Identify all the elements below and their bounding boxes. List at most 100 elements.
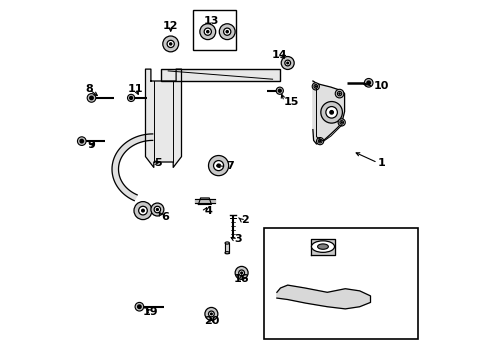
Circle shape xyxy=(200,24,215,40)
Ellipse shape xyxy=(317,244,328,249)
Circle shape xyxy=(137,305,141,309)
Text: 19: 19 xyxy=(143,307,159,318)
Circle shape xyxy=(270,284,290,304)
Circle shape xyxy=(335,89,343,98)
Circle shape xyxy=(213,161,223,171)
Circle shape xyxy=(154,206,160,213)
Circle shape xyxy=(279,293,281,296)
Circle shape xyxy=(321,245,324,248)
Polygon shape xyxy=(208,199,215,203)
Circle shape xyxy=(366,81,370,85)
Ellipse shape xyxy=(224,242,229,244)
Circle shape xyxy=(206,31,208,33)
Circle shape xyxy=(169,43,171,45)
Text: 4: 4 xyxy=(204,206,212,216)
Text: 12: 12 xyxy=(163,21,178,31)
Circle shape xyxy=(315,86,316,87)
Bar xyxy=(161,69,279,81)
Circle shape xyxy=(87,94,96,102)
Circle shape xyxy=(311,235,334,258)
Bar xyxy=(264,228,418,339)
Circle shape xyxy=(80,139,83,143)
Circle shape xyxy=(235,266,247,279)
Circle shape xyxy=(208,156,228,176)
Polygon shape xyxy=(312,81,344,144)
Ellipse shape xyxy=(311,241,334,252)
Circle shape xyxy=(337,91,341,96)
Circle shape xyxy=(278,89,281,92)
Circle shape xyxy=(139,206,147,215)
Circle shape xyxy=(319,140,320,141)
Text: 8: 8 xyxy=(85,84,93,94)
Polygon shape xyxy=(194,199,201,203)
Circle shape xyxy=(281,57,294,69)
Text: 18: 18 xyxy=(305,240,320,251)
Circle shape xyxy=(325,107,337,118)
Text: 16: 16 xyxy=(233,274,249,284)
Circle shape xyxy=(208,311,214,317)
Polygon shape xyxy=(198,198,211,204)
Circle shape xyxy=(276,87,283,94)
Text: 3: 3 xyxy=(234,234,242,244)
Circle shape xyxy=(320,102,342,123)
Circle shape xyxy=(284,60,290,66)
Polygon shape xyxy=(145,69,181,167)
Circle shape xyxy=(318,139,321,143)
Circle shape xyxy=(311,83,319,90)
Circle shape xyxy=(167,40,174,48)
Bar xyxy=(193,10,235,50)
Text: 15: 15 xyxy=(284,96,299,107)
Circle shape xyxy=(286,62,288,64)
Text: 5: 5 xyxy=(153,158,161,168)
Circle shape xyxy=(135,302,143,311)
Circle shape xyxy=(217,164,220,167)
Circle shape xyxy=(223,28,230,35)
Text: 2: 2 xyxy=(241,215,248,225)
Polygon shape xyxy=(276,285,370,309)
Circle shape xyxy=(339,121,343,124)
Circle shape xyxy=(329,111,333,114)
Text: 9: 9 xyxy=(87,140,95,150)
Circle shape xyxy=(204,28,211,35)
Circle shape xyxy=(336,241,343,248)
Circle shape xyxy=(279,293,281,296)
Text: 20: 20 xyxy=(203,316,219,326)
Circle shape xyxy=(129,96,132,99)
Polygon shape xyxy=(311,239,334,255)
Circle shape xyxy=(142,209,144,212)
Circle shape xyxy=(156,208,158,211)
Circle shape xyxy=(90,96,93,100)
Text: 6: 6 xyxy=(162,212,169,222)
Text: 11: 11 xyxy=(128,84,143,94)
Ellipse shape xyxy=(224,252,229,254)
Text: 7: 7 xyxy=(225,161,233,171)
Text: 13: 13 xyxy=(203,16,219,26)
Circle shape xyxy=(219,24,235,40)
Text: 14: 14 xyxy=(271,50,287,60)
Circle shape xyxy=(210,313,212,315)
Circle shape xyxy=(316,138,323,145)
Circle shape xyxy=(317,241,328,252)
Circle shape xyxy=(338,243,341,246)
Circle shape xyxy=(275,289,285,299)
Circle shape xyxy=(151,203,163,216)
Polygon shape xyxy=(224,243,229,253)
Circle shape xyxy=(337,119,345,126)
Circle shape xyxy=(341,122,342,123)
Circle shape xyxy=(238,270,244,276)
Circle shape xyxy=(163,36,178,52)
Circle shape xyxy=(240,272,242,274)
Circle shape xyxy=(225,31,228,33)
Circle shape xyxy=(313,85,317,88)
Circle shape xyxy=(127,94,134,102)
Polygon shape xyxy=(112,134,152,201)
Circle shape xyxy=(275,289,285,299)
Circle shape xyxy=(270,284,290,304)
Circle shape xyxy=(134,202,152,220)
Text: 10: 10 xyxy=(373,81,388,91)
Circle shape xyxy=(364,78,372,87)
Circle shape xyxy=(204,307,218,320)
Text: 17: 17 xyxy=(291,284,306,294)
Circle shape xyxy=(77,137,86,145)
Text: 1: 1 xyxy=(377,158,385,168)
